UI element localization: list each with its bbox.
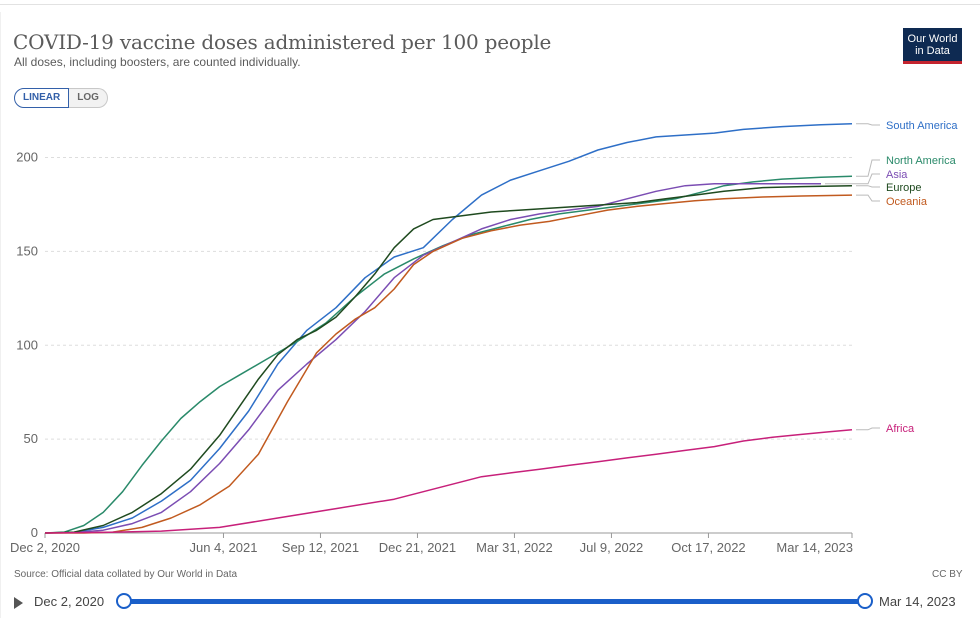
y-axis-ticks: 0 50 100 150 200: [16, 150, 38, 540]
x-tick-label: Oct 17, 2022: [671, 540, 745, 555]
x-tick-label: Dec 21, 2021: [379, 540, 456, 555]
x-tick-label: Dec 2, 2020: [10, 540, 80, 555]
chart-title: COVID-19 vaccine doses administered per …: [13, 30, 552, 54]
timeline-start-handle[interactable]: [116, 593, 132, 609]
y-tick-label: 0: [31, 525, 38, 540]
owid-logo[interactable]: Our World in Data: [903, 28, 962, 64]
timeline-end-handle[interactable]: [857, 593, 873, 609]
label-leader-line: [856, 185, 880, 188]
linear-scale-button[interactable]: LINEAR: [14, 88, 70, 108]
series-line-oceania[interactable]: [45, 194, 853, 534]
x-tick-label: Mar 14, 2023: [776, 540, 853, 555]
left-border: [0, 12, 1, 618]
chart-subtitle: All doses, including boosters, are count…: [14, 55, 301, 69]
play-icon[interactable]: [14, 597, 23, 609]
y-tick-label: 200: [16, 150, 38, 165]
log-scale-button[interactable]: LOG: [69, 88, 108, 108]
series-line-north-america[interactable]: [44, 175, 853, 534]
logo-line-1: Our World: [907, 33, 958, 45]
timeline-start-label: Dec 2, 2020: [34, 594, 105, 609]
label-leader-line: [856, 427, 880, 431]
x-tick-label: Mar 31, 2022: [476, 540, 553, 555]
x-tick-label: Sep 12, 2021: [282, 540, 359, 555]
logo-line-2: in Data: [915, 45, 950, 57]
timeline-end-label: Mar 14, 2023: [879, 594, 956, 609]
x-axis-ticks: Dec 2, 2020 Jun 4, 2021 Sep 12, 2021 Dec 21…: [10, 533, 853, 555]
label-leader-line: [856, 159, 880, 177]
label-leader-line: [856, 123, 880, 126]
x-tick-label: Jun 4, 2021: [189, 540, 257, 555]
y-tick-label: 100: [16, 337, 38, 352]
series-line-europe[interactable]: [44, 184, 853, 534]
series-label-asia[interactable]: Asia: [886, 169, 908, 181]
top-border: [0, 0, 980, 5]
series-label-oceania[interactable]: Oceania: [886, 196, 928, 208]
license-label[interactable]: CC BY: [932, 569, 963, 580]
series-lines: [44, 123, 853, 534]
timeline-slider: Dec 2, 2020 Mar 14, 2023: [0, 588, 980, 618]
label-leader-line: [856, 194, 880, 202]
x-tick-label: Jul 9, 2022: [580, 540, 644, 555]
timeline-track[interactable]: [122, 599, 864, 604]
series-label-north-america[interactable]: North America: [886, 155, 957, 167]
logo-accent-bar: [903, 61, 962, 64]
series-line-asia[interactable]: [44, 183, 821, 534]
scale-toggle: LINEAR LOG: [14, 88, 108, 108]
y-tick-label: 150: [16, 243, 38, 258]
y-tick-label: 50: [24, 431, 38, 446]
series-label-europe[interactable]: Europe: [886, 182, 921, 194]
grid-lines: [45, 157, 852, 534]
series-label-africa[interactable]: Africa: [886, 423, 915, 435]
source-note[interactable]: Source: Official data collated by Our Wo…: [14, 569, 238, 580]
label-leader-line: [824, 173, 880, 185]
series-label-south-america[interactable]: South America: [886, 120, 958, 132]
series-line-africa[interactable]: [44, 429, 853, 534]
series-line-south-america[interactable]: [44, 123, 853, 534]
